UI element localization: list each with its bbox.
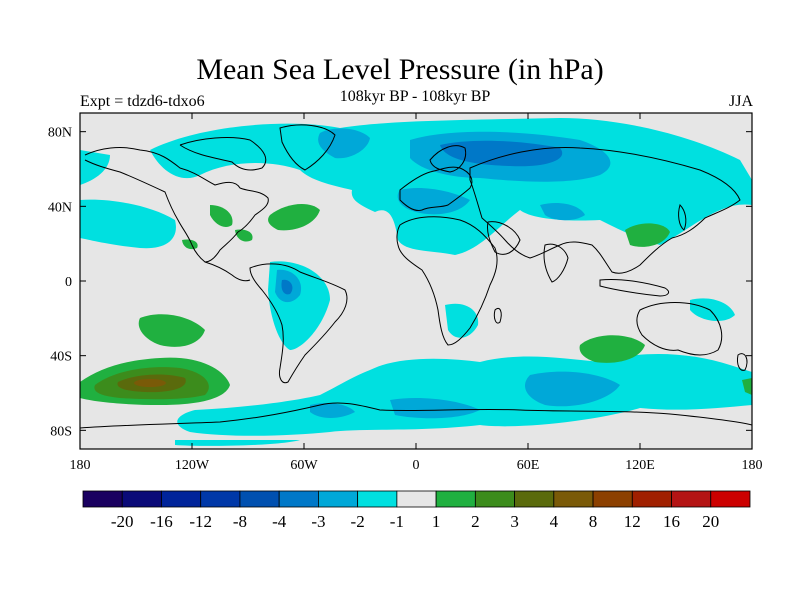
x-tick-label: 60E <box>517 458 540 473</box>
colorbar-label: -1 <box>390 512 404 531</box>
colorbar-swatch <box>553 490 594 508</box>
colorbar-swatch <box>200 490 241 508</box>
y-tick-label: 80S <box>50 424 72 439</box>
colorbar-swatch <box>121 490 162 508</box>
colorbar-swatch <box>435 490 476 508</box>
colorbar-label: -16 <box>150 512 173 531</box>
south-america-outline <box>249 263 348 384</box>
colorbar-label: 3 <box>510 512 519 531</box>
experiment-label: Expt = tdzd6-tdxo6 <box>80 93 205 110</box>
colorbar-label: 4 <box>550 512 559 531</box>
colorbar-swatch <box>631 490 672 508</box>
new-zealand-outline <box>737 353 748 371</box>
y-tick-label: 80N <box>48 126 72 141</box>
colorbar-swatch <box>357 490 398 508</box>
x-tick-label: 180 <box>742 458 763 473</box>
colorbar-label: 16 <box>663 512 680 531</box>
madagascar-outline <box>493 307 502 324</box>
colorbar-swatch <box>710 490 751 508</box>
chart-title: Mean Sea Level Pressure (in hPa) <box>196 53 604 86</box>
colorbar-swatch <box>514 490 555 508</box>
colorbar-label: -8 <box>233 512 247 531</box>
colorbar-label: 2 <box>471 512 480 531</box>
asia-outline <box>469 146 741 274</box>
greenland-outline <box>279 124 336 171</box>
colorbar-swatch <box>82 490 123 508</box>
season-label: JJA <box>728 93 753 110</box>
indonesia-outline <box>599 279 670 297</box>
y-tick-label: 40N <box>48 200 72 215</box>
canada-arctic-outline <box>179 137 267 171</box>
japan-outline <box>678 204 687 231</box>
x-tick-label: 0 <box>413 458 420 473</box>
colorbar-label: -20 <box>111 512 134 531</box>
colorbar-swatch <box>592 490 633 508</box>
coastlines <box>80 124 752 429</box>
y-tick-label: 0 <box>65 275 72 290</box>
colorbar-swatch <box>318 490 359 508</box>
colorbar-label: -2 <box>351 512 365 531</box>
x-tick-label: 60W <box>290 458 318 473</box>
colorbar-label: 12 <box>624 512 641 531</box>
x-tick-label: 120W <box>175 458 210 473</box>
central-america-outline <box>204 261 251 282</box>
australia-outline <box>636 302 723 356</box>
colorbar-swatch <box>278 490 319 508</box>
colorbar-label: 8 <box>589 512 598 531</box>
arabia-outline <box>487 221 521 255</box>
x-tick-label: 120E <box>625 458 655 473</box>
north-america-outline <box>84 147 269 263</box>
y-tick-label: 40S <box>50 350 72 365</box>
colorbar-swatch <box>239 490 280 508</box>
negative-anomaly-strong <box>281 140 563 295</box>
colorbar-swatch <box>474 490 515 508</box>
period-label: 108kyr BP - 108kyr BP <box>339 88 491 105</box>
x-tick-label: 180 <box>70 458 91 473</box>
colorbar-swatch <box>396 490 437 508</box>
colorbar-swatch <box>671 490 712 508</box>
colorbar-label: -3 <box>311 512 325 531</box>
colorbar-label: 1 <box>432 512 441 531</box>
scandinavia-outline <box>429 145 467 173</box>
europe-outline <box>399 166 473 211</box>
colorbar-swatch <box>161 490 202 508</box>
colorbar-label: 20 <box>702 512 719 531</box>
antarctica-outline <box>80 402 752 429</box>
colorbar-label: -12 <box>189 512 212 531</box>
positive-anomaly-peak <box>134 379 166 387</box>
pressure-anomaly-field <box>80 118 752 446</box>
colorbar-label: -4 <box>272 512 287 531</box>
africa-outline <box>396 216 498 346</box>
india-outline <box>543 243 569 283</box>
axis-ticks: 180 120W 60W 0 60E 120E 180 80N 40N 0 40S 80S <box>48 113 763 473</box>
colorbar: -20 -16 -12 -8 -4 -3 -2 -1 1 2 3 4 8 12 16 20 <box>82 490 751 531</box>
